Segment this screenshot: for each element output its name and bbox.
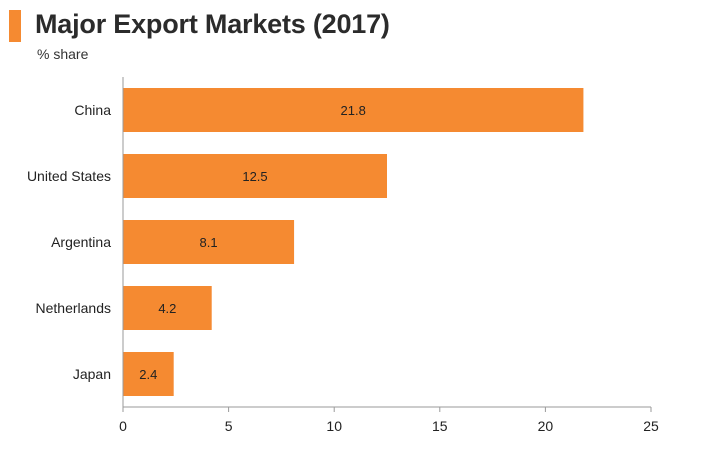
x-tick-label: 0 <box>119 418 127 434</box>
x-tick-label: 5 <box>225 418 233 434</box>
x-tick-label: 20 <box>538 418 554 434</box>
bars-group <box>123 88 584 396</box>
value-label-argentina: 8.1 <box>199 235 217 250</box>
category-label-argentina: Argentina <box>51 234 111 250</box>
bar-china <box>123 88 584 132</box>
value-label-netherlands: 4.2 <box>158 301 176 316</box>
category-labels-group: China United States Argentina Netherlands Ja… <box>27 102 111 382</box>
chart-title: Major Export Markets (2017) <box>35 9 390 39</box>
title-accent-bar <box>9 10 21 42</box>
x-tick-label: 10 <box>326 418 342 434</box>
value-labels-group: 21.8 12.5 8.1 4.2 2.4 <box>139 103 366 382</box>
bar-argentina <box>123 220 295 264</box>
category-label-japan: Japan <box>73 366 111 382</box>
category-label-united-states: United States <box>27 168 111 184</box>
category-label-china: China <box>74 102 111 118</box>
category-label-netherlands: Netherlands <box>36 300 112 316</box>
bar-japan <box>123 352 174 396</box>
x-ticks-group: 0 5 10 15 20 25 <box>119 407 659 434</box>
bar-netherlands <box>123 286 212 330</box>
axes-group <box>122 77 651 408</box>
value-label-united-states: 12.5 <box>242 169 267 184</box>
bar-united-states <box>123 154 387 198</box>
value-label-china: 21.8 <box>341 103 366 118</box>
value-label-japan: 2.4 <box>139 367 157 382</box>
x-tick-label: 15 <box>432 418 448 434</box>
chart-subtitle: % share <box>37 46 89 62</box>
x-tick-label: 25 <box>643 418 659 434</box>
